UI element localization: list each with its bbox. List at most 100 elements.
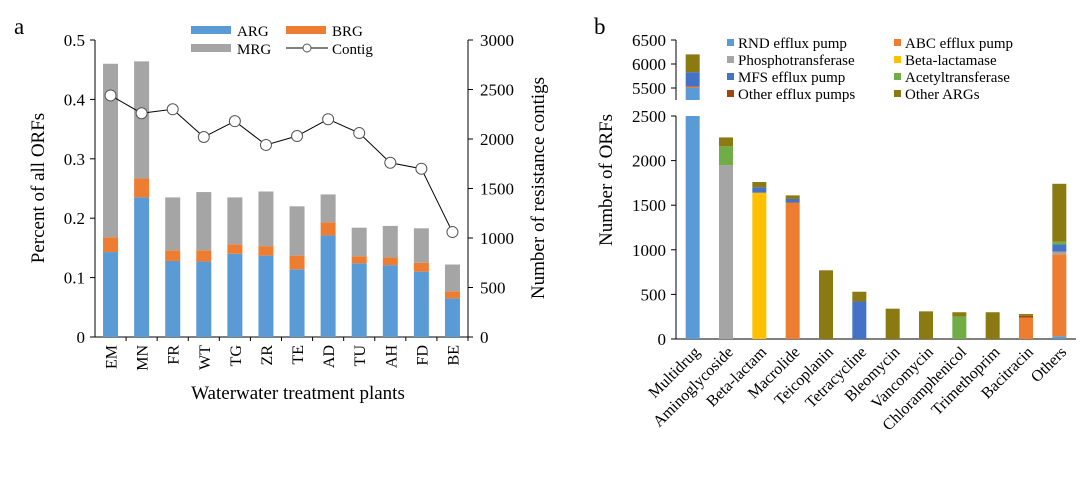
contig-point-fr bbox=[166, 103, 179, 116]
y-tick-label: 0.5 bbox=[64, 31, 85, 50]
y2-tick-label: 0 bbox=[480, 328, 489, 347]
category-label-wt: WT bbox=[197, 345, 214, 370]
legend-swatch-phosphotransferase bbox=[727, 56, 734, 63]
legend-label-abc-efflux-pump: ABC efflux pump bbox=[905, 36, 1013, 52]
panel-b: b 0 500 1000 1500 2000 2500 5500 6000 6500 Multi… bbox=[594, 14, 1076, 434]
panel-a-bars bbox=[103, 61, 460, 337]
bar-vancomycin-other-args bbox=[919, 311, 933, 339]
bar-mn-arg bbox=[134, 197, 150, 337]
y2-tick-label: 500 bbox=[480, 279, 506, 298]
bar-others-acetyltransferase bbox=[1052, 241, 1067, 245]
bar-be-mrg bbox=[444, 264, 460, 292]
panel-b-y-ticks: 0 500 1000 1500 2000 2500 5500 6000 6500 bbox=[632, 31, 676, 349]
contig-point-em bbox=[104, 89, 117, 102]
bar-fd-arg bbox=[413, 271, 429, 337]
category-label-tg: TG bbox=[228, 345, 245, 367]
y2-tick-label: 2500 bbox=[480, 81, 514, 100]
legend-swatch-abc-efflux-pump bbox=[894, 39, 901, 46]
bar-multidrug-mfs-efflux-pump-upper bbox=[685, 72, 700, 87]
contig-point-ah bbox=[384, 156, 397, 169]
bar-aminoglycoside-phosphotransferase bbox=[719, 165, 733, 339]
bar-multidrug-rnd-efflux-pump bbox=[685, 116, 700, 339]
y2-tick-label: 3000 bbox=[480, 31, 514, 50]
bar-mn-mrg bbox=[134, 61, 150, 179]
y-tick-label: 1500 bbox=[632, 196, 666, 215]
legend-label-mfs-efflux-pump: MFS efflux pump bbox=[738, 70, 845, 86]
bar-tu-mrg bbox=[351, 227, 367, 257]
bar-em-brg bbox=[103, 237, 119, 253]
category-label-fr: FR bbox=[166, 345, 183, 365]
bar-multidrug-rnd-efflux-pump-upper bbox=[685, 88, 700, 100]
bar-aminoglycoside-other-args bbox=[719, 137, 733, 147]
bar-tg-brg bbox=[227, 244, 243, 254]
y2-tick-label: 1500 bbox=[480, 180, 514, 199]
legend-swatch-other-efflux-pumps bbox=[727, 90, 734, 97]
bar-beta-lactam-beta-lactamase bbox=[752, 192, 767, 339]
legend-swatch-brg bbox=[286, 26, 326, 34]
bar-aminoglycoside-acetyltransferase bbox=[719, 146, 733, 166]
bar-ad-brg bbox=[320, 222, 336, 236]
bar-te-arg bbox=[289, 269, 305, 337]
category-label-be: BE bbox=[445, 345, 462, 365]
bar-chloramphenicol-other-args bbox=[952, 312, 967, 317]
y-tick-label: 0.1 bbox=[64, 269, 85, 288]
legend-swatch-mrg bbox=[191, 44, 231, 52]
contig-point-wt bbox=[197, 131, 210, 144]
panel-a-y2-title: Number of resistance contigs bbox=[528, 77, 549, 299]
panel-b-label: b bbox=[594, 14, 606, 39]
bar-wt-brg bbox=[196, 250, 212, 262]
bar-zr-arg bbox=[258, 255, 274, 337]
bar-others-phosphotransferase bbox=[1052, 251, 1067, 255]
panel-b-bars bbox=[685, 54, 1067, 339]
panel-a-category-labels: EM MN FR WT TG ZR TE AD TU AH FD BE bbox=[104, 337, 469, 371]
bar-bleomycin-other-args bbox=[885, 308, 900, 339]
bar-wt-arg bbox=[196, 261, 212, 337]
legend-label-other-args: Other ARGs bbox=[905, 87, 980, 103]
bar-zr-brg bbox=[258, 246, 274, 256]
bar-bacitracin-other-efflux-pumps bbox=[1019, 315, 1033, 318]
legend-label-contig: Contig bbox=[332, 42, 373, 58]
panel-a-y-title: Percent of all ORFs bbox=[28, 113, 49, 263]
panel-a-label: a bbox=[14, 14, 24, 39]
bar-tetracycline-mfs-efflux-pump bbox=[852, 301, 867, 339]
contig-point-fd bbox=[415, 162, 428, 175]
bar-macrolide-other-args bbox=[785, 195, 800, 199]
panel-a-contig-line bbox=[104, 89, 459, 239]
legend-swatch-mfs-efflux-pump bbox=[727, 73, 734, 80]
bar-macrolide-mfs-efflux-pump bbox=[785, 198, 800, 203]
y-tick-label-upper: 5500 bbox=[632, 79, 666, 98]
y-tick-label: 2500 bbox=[632, 107, 666, 126]
y-tick-label: 2000 bbox=[632, 152, 666, 171]
y-tick-label: 0.3 bbox=[64, 150, 85, 169]
bar-fd-mrg bbox=[413, 228, 429, 263]
contig-point-tg bbox=[228, 115, 241, 128]
bar-ah-brg bbox=[382, 257, 398, 266]
bar-te-mrg bbox=[289, 206, 305, 256]
bar-tu-arg bbox=[351, 263, 367, 337]
bar-trimethoprim-other-args bbox=[985, 312, 1000, 339]
panel-a-x-title: Waterwater treatment plants bbox=[191, 383, 405, 404]
contig-series-line bbox=[110, 95, 453, 233]
category-label-fd: FD bbox=[414, 345, 431, 365]
panel-a-y2-ticks: 0 500 1000 1500 2000 2500 3000 bbox=[468, 31, 514, 347]
bar-ad-arg bbox=[320, 235, 336, 337]
bar-be-brg bbox=[444, 291, 460, 299]
bar-wt-mrg bbox=[196, 192, 212, 251]
legend-swatch-acetyltransferase bbox=[894, 73, 901, 80]
contig-point-te bbox=[291, 130, 304, 143]
legend-label-acetyltransferase: Acetyltransferase bbox=[905, 70, 1010, 86]
bar-te-brg bbox=[289, 255, 305, 270]
bar-tg-mrg bbox=[227, 197, 243, 245]
category-label-others: Others bbox=[1028, 344, 1070, 386]
category-label-zr: ZR bbox=[259, 345, 276, 366]
bar-others-other-args bbox=[1052, 183, 1067, 242]
y-tick-label-upper: 6000 bbox=[632, 55, 666, 74]
y-tick-label: 0 bbox=[77, 328, 86, 347]
contig-point-be bbox=[446, 226, 459, 239]
bar-chloramphenicol-acetyltransferase bbox=[952, 316, 967, 339]
contig-point-zr bbox=[259, 138, 272, 151]
bar-teicoplanin-other-args bbox=[819, 270, 833, 339]
bar-bacitracin-abc-efflux-pump bbox=[1019, 317, 1033, 339]
panel-b-y-title: Number of ORFs bbox=[596, 114, 617, 246]
